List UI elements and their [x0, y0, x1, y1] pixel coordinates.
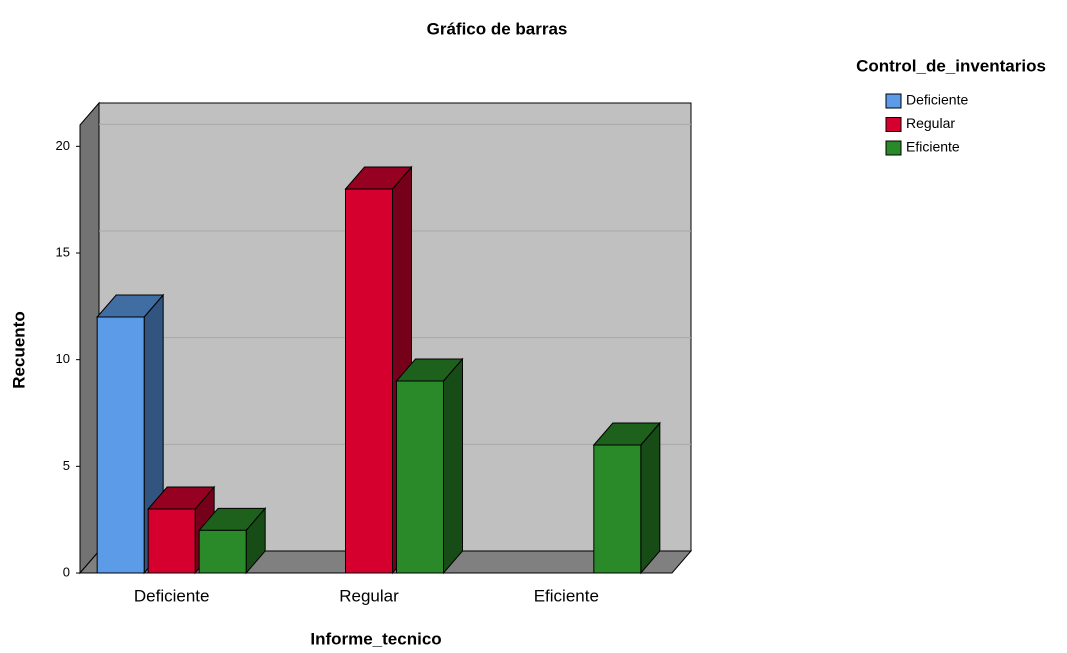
bar: [345, 188, 393, 574]
y-tick-label: 5: [63, 458, 70, 473]
legend-swatch: [885, 117, 902, 132]
legend-label: Regular: [906, 115, 955, 131]
y-tick-label: 20: [56, 138, 70, 153]
y-tick-label: 15: [56, 244, 70, 259]
bar-side: [640, 421, 661, 575]
bar: [147, 508, 196, 574]
legend-swatch: [885, 93, 902, 109]
y-tick-label: 0: [63, 564, 70, 579]
legend-title: Control_de_inventarios: [856, 56, 1046, 75]
bar: [396, 380, 444, 574]
left-wall: [79, 101, 100, 575]
x-tick-label: Regular: [339, 586, 399, 605]
x-tick-label: Deficiente: [134, 586, 210, 605]
bar: [198, 529, 247, 574]
bar-side: [443, 357, 463, 575]
y-tick-label: 10: [56, 351, 70, 366]
chart-title: Gráfico de barras: [427, 19, 568, 38]
legend-label: Deficiente: [906, 92, 968, 108]
x-tick-label: Eficiente: [534, 586, 599, 605]
bar: [96, 316, 145, 574]
legend-label: Eficiente: [906, 139, 960, 155]
x-axis-label: Informe_tecnico: [310, 629, 441, 648]
legend-swatch: [885, 140, 902, 156]
y-axis-label: Recuento: [9, 311, 28, 388]
bar: [593, 444, 642, 574]
